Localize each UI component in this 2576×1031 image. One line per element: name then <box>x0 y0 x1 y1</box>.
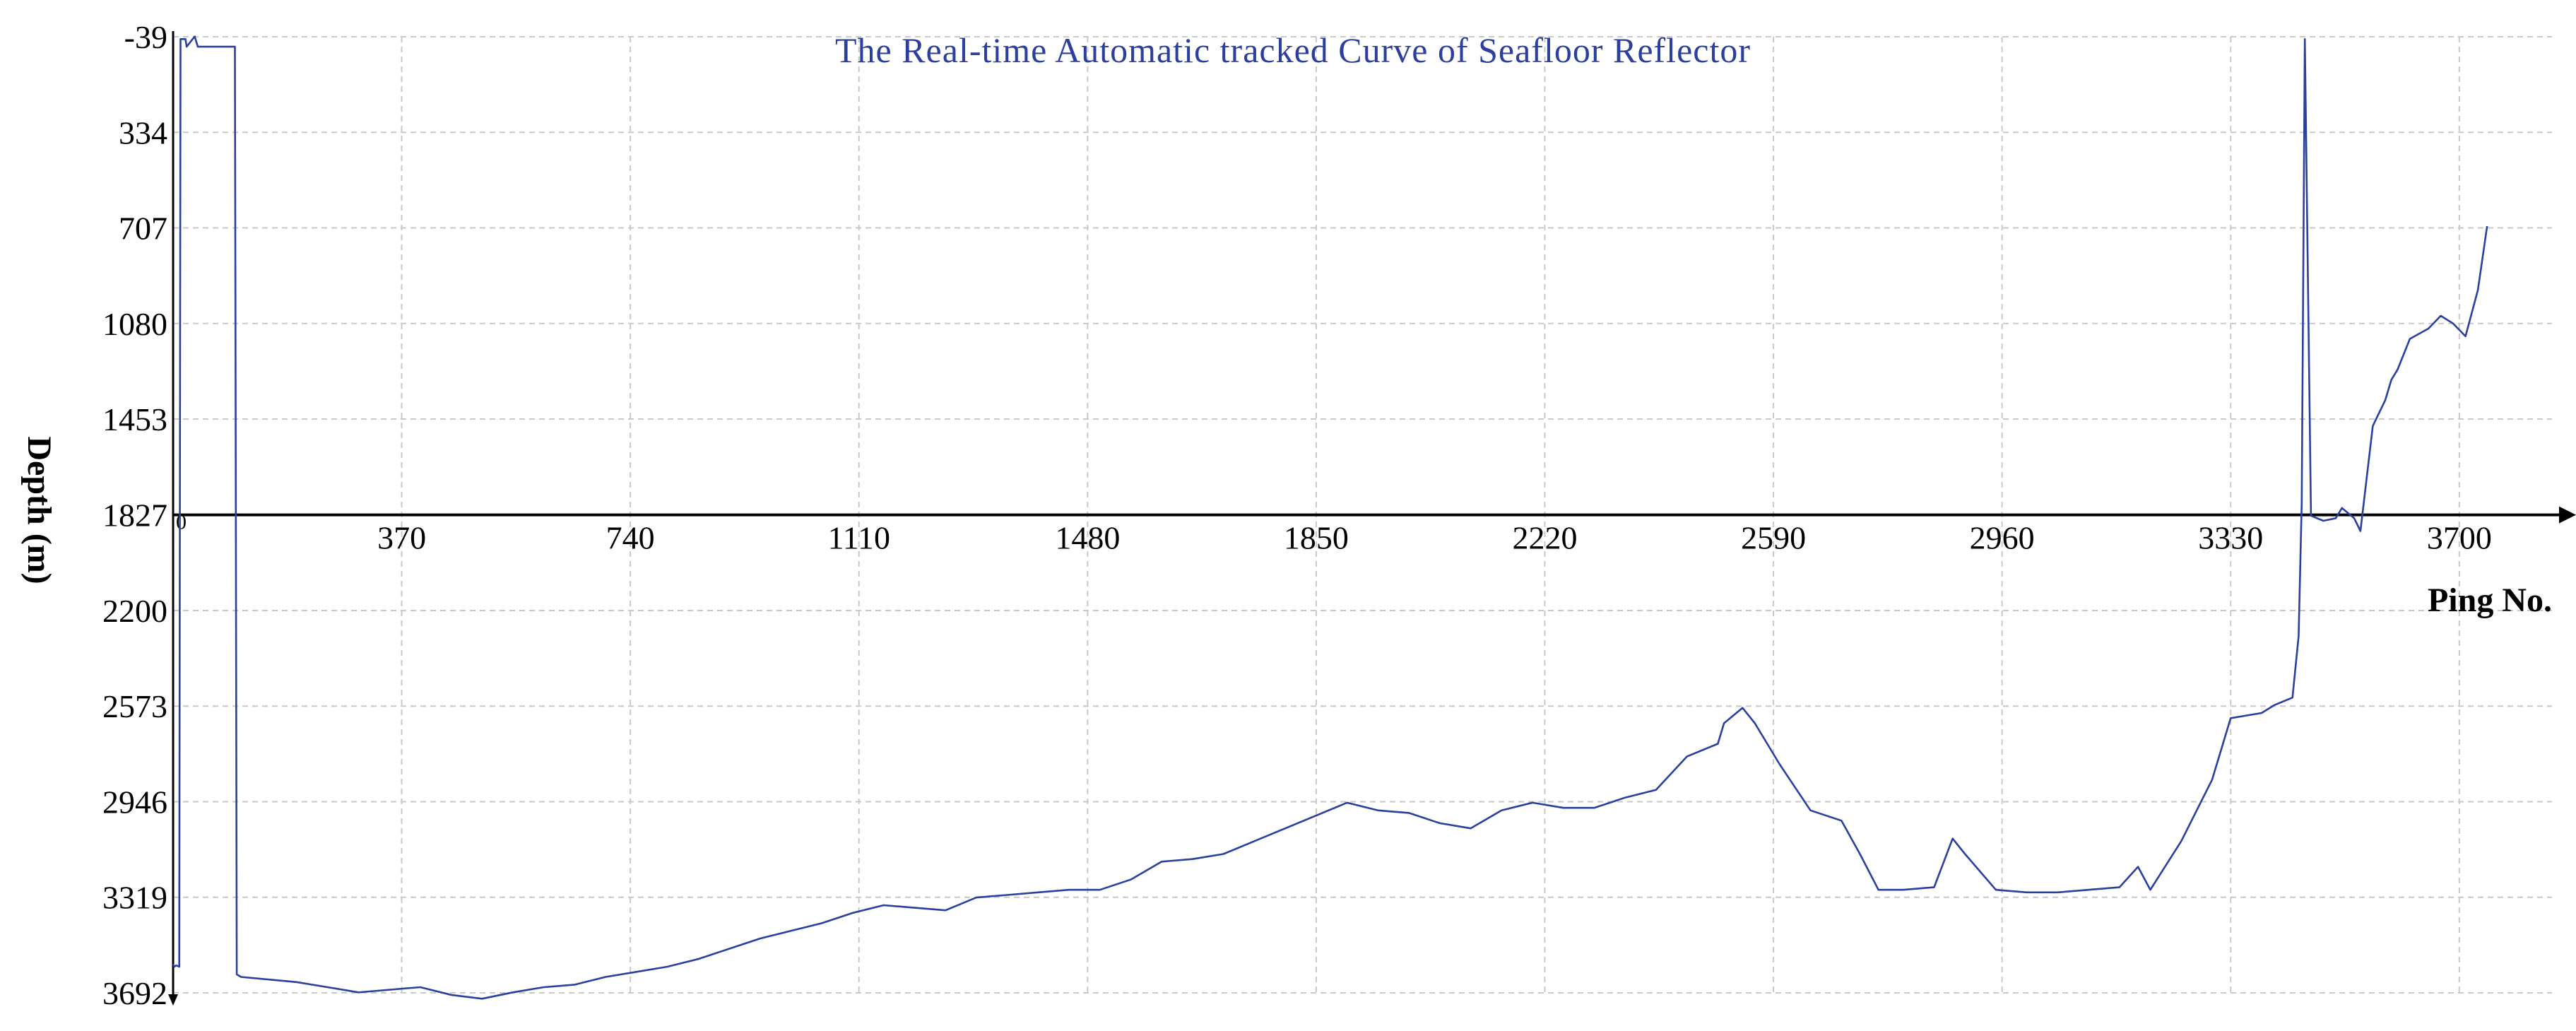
y-tick-label: 2946 <box>102 784 167 820</box>
x-axis-arrow-icon <box>2559 506 2576 524</box>
x-tick-label: 1480 <box>1055 520 1120 556</box>
x-tick-label: 2220 <box>1512 520 1577 556</box>
chart-title: The Real-time Automatic tracked Curve of… <box>835 30 1751 70</box>
y-tick-label: 1827 <box>102 497 167 534</box>
x-tick-label: 2960 <box>1970 520 2035 556</box>
y-axis-arrow-icon <box>168 994 178 1006</box>
axes <box>168 31 2576 1006</box>
x-tick-label: 1110 <box>827 520 890 556</box>
y-tick-label: 2573 <box>102 688 167 724</box>
x-tick-label: 3330 <box>2198 520 2263 556</box>
y-tick-label: 707 <box>119 211 167 247</box>
x-tick-label: 2590 <box>1741 520 1806 556</box>
y-tick-label: 2200 <box>102 593 167 629</box>
y-tick-label: 3692 <box>102 975 167 1011</box>
x-axis-label: Ping No. <box>2428 582 2552 619</box>
y-tick-label: 3319 <box>102 880 167 916</box>
series-line-seafloor-depth <box>172 35 2488 1000</box>
y-axis-label: Depth (m) <box>20 436 58 584</box>
y-tick-label: 334 <box>119 114 167 151</box>
y-tick-label: -39 <box>124 19 167 55</box>
y-tick-label: 1453 <box>102 401 167 437</box>
y-tick-label: 1080 <box>102 306 167 342</box>
x-tick-label: 3700 <box>2427 520 2492 556</box>
x-tick-label: 1850 <box>1284 520 1349 556</box>
tick-labels: -39 334 707 1080 1453 1827 2200 2573 2946 3319 369… <box>102 19 2492 1011</box>
x-tick-label-origin: 0 <box>176 511 187 534</box>
x-tick-label: 370 <box>377 520 426 556</box>
x-tick-label: 740 <box>606 520 655 556</box>
